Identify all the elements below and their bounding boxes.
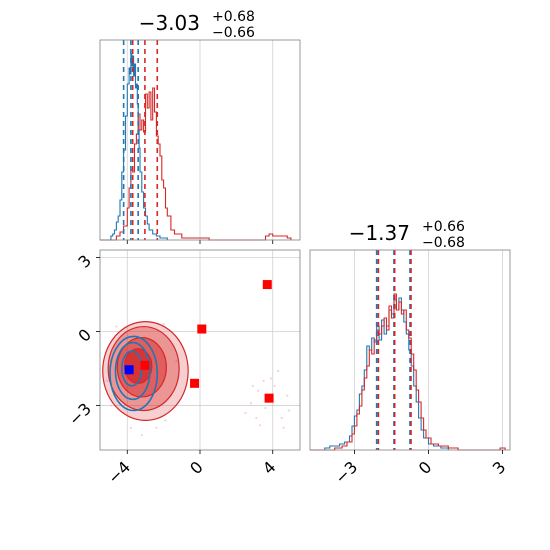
red-marker-4 <box>140 360 150 370</box>
top-histogram-panel: −3.03 +0.68 −0.66 <box>99 9 301 244</box>
contour-y-ticks: 3 0 −3 <box>65 251 100 429</box>
scatter-point <box>280 416 283 420</box>
top-histogram-series <box>100 53 292 241</box>
scatter-point <box>258 424 262 427</box>
right-histogram-series-0 <box>310 297 449 451</box>
right-histogram-xtick-label-1: 0 <box>415 457 436 478</box>
right-histogram-quantiles <box>375 250 412 450</box>
scatter-point <box>175 360 178 363</box>
right-histogram-title-sup: +0.66 <box>422 219 465 235</box>
contour-panel: −4 0 4 3 0 −3 <box>65 249 301 488</box>
top-histogram-title-main: −3.03 <box>139 11 200 35</box>
top-histogram-frame <box>99 39 301 241</box>
contour-xtick-label-1: 0 <box>186 457 207 478</box>
scatter-point <box>287 409 291 412</box>
scatter-point <box>255 416 258 420</box>
blue-marker-0 <box>124 365 134 375</box>
right-histogram-xtick-label-0: −3 <box>331 457 361 487</box>
scatter-point <box>286 394 289 397</box>
right-histogram-xtick-label-2: 3 <box>489 457 510 478</box>
scatter-point <box>155 426 158 429</box>
scatter-point <box>140 434 143 437</box>
contour-x-ticks: −4 0 4 <box>104 450 280 488</box>
top-histogram-title-sub: −0.66 <box>212 25 255 41</box>
right-histogram-x-ticks: −3 0 3 <box>331 450 509 488</box>
blue-contour-0 <box>109 335 159 412</box>
red-marker-2 <box>190 378 200 388</box>
right-histogram-series <box>310 293 506 451</box>
scatter-point <box>162 322 165 326</box>
scatter-point <box>271 404 274 407</box>
scatter-point <box>262 379 265 382</box>
top-histogram-series-0 <box>100 53 168 241</box>
scatter-point <box>273 384 276 387</box>
scatter-point <box>251 384 254 387</box>
right-histogram-series-1 <box>310 293 506 451</box>
red-marker-3 <box>264 393 274 403</box>
red-marker-1 <box>197 324 207 334</box>
contour-ytick-label-2: −3 <box>65 399 95 429</box>
right-histogram-title-sub: −0.68 <box>422 235 465 251</box>
right-histogram-panel: −3 0 3 −1.37 +0.66 −0.68 <box>309 219 511 488</box>
contour-xtick-label-0: −4 <box>104 457 134 487</box>
scatter-point <box>277 369 280 373</box>
scatter-point <box>249 401 253 405</box>
top-histogram-title-sup: +0.68 <box>212 9 255 25</box>
right-histogram-frame <box>309 249 511 451</box>
top-histogram-grid <box>126 40 274 244</box>
scatter-point <box>264 406 267 410</box>
scatter-point <box>129 426 133 429</box>
scatter-point <box>109 404 113 407</box>
scatter-point <box>115 325 118 328</box>
scatter-point <box>269 377 273 380</box>
scatter-point <box>282 426 285 429</box>
contour-ytick-label-0: 3 <box>74 251 95 272</box>
top-histogram-series-1 <box>100 87 292 241</box>
red-contour-3 <box>123 348 153 384</box>
contour-xtick-label-2: 4 <box>259 457 280 478</box>
scatter-point <box>106 379 109 382</box>
blue-contour-1 <box>114 341 151 401</box>
top-histogram-quantiles <box>122 40 159 240</box>
scatter-point <box>164 419 167 422</box>
scatter-point <box>244 411 247 415</box>
scatter-point <box>257 389 260 392</box>
red-marker-0 <box>262 280 272 290</box>
contour-ytick-label-1: 0 <box>74 325 95 346</box>
contour-markers <box>124 280 274 403</box>
right-histogram-title-main: −1.37 <box>349 221 410 245</box>
